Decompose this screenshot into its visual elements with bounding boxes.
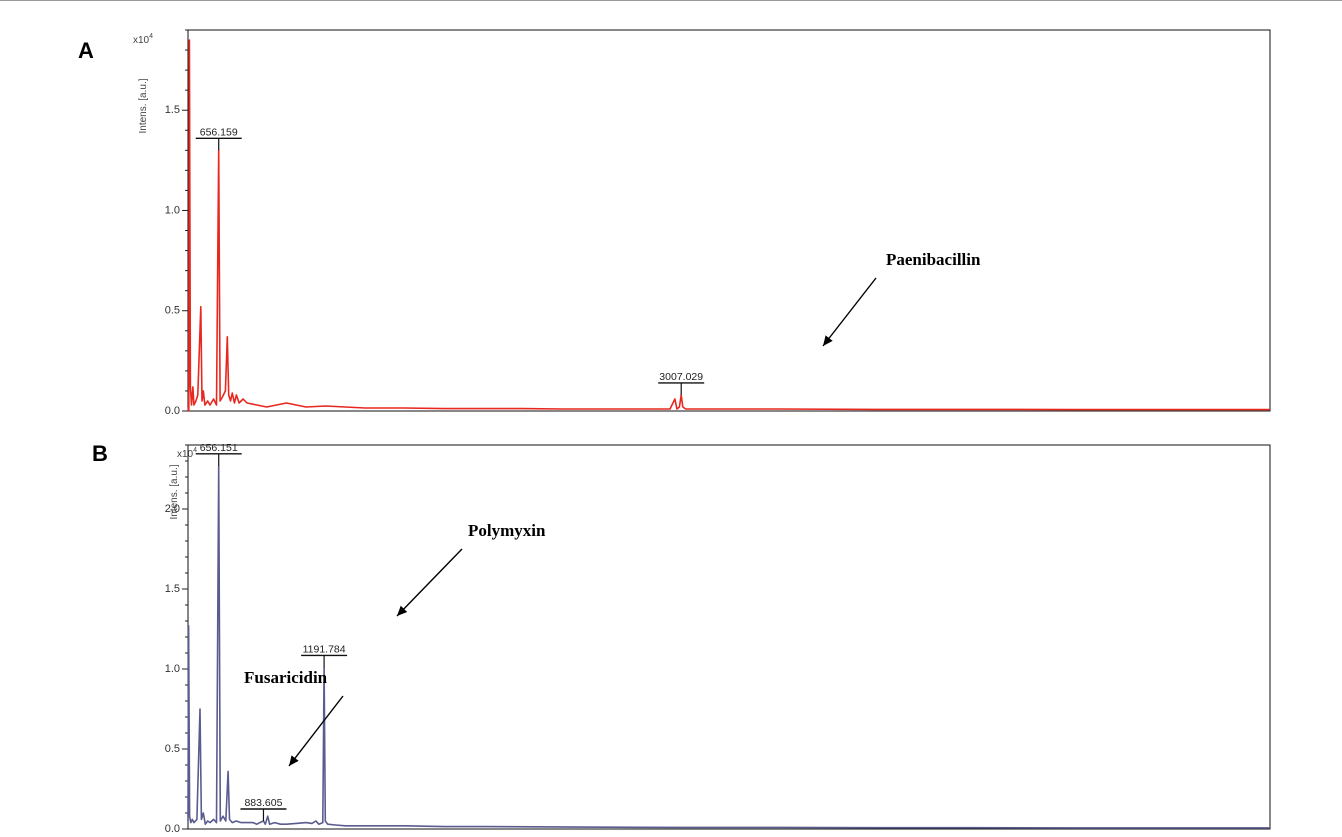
spectrum-line: [187, 39, 1270, 412]
panel-label-b: B: [92, 441, 108, 466]
y-multiplier-b: x104: [177, 447, 197, 460]
panel-label-a: A: [78, 38, 94, 63]
svg-text:Paenibacillin: Paenibacillin: [886, 250, 981, 269]
peak-label: 656.159: [195, 126, 242, 151]
y-tick-label: 0.5: [165, 743, 180, 755]
annotation-polymyxin: Polymyxin: [396, 521, 546, 617]
y-tick-label: 1.0: [165, 204, 180, 216]
svg-text:656.159: 656.159: [200, 126, 238, 138]
y-tick-label: 1.0: [165, 663, 180, 675]
plot-frame: [187, 29, 1271, 412]
annotation-fusaricidin: Fusaricidin: [244, 668, 344, 767]
svg-text:Polymyxin: Polymyxin: [468, 521, 546, 540]
annotation-paenibacillin: Paenibacillin: [822, 250, 981, 347]
svg-text:656.151: 656.151: [200, 442, 238, 454]
y-tick-label: 0.0: [165, 823, 180, 835]
panel-b: B x104 Intens. [a.u.] 0.0 0.5 1.0 1.5 2.0 656…: [92, 441, 1271, 835]
plot-frame: [187, 444, 1271, 830]
y-multiplier-a: x104: [133, 33, 153, 46]
y-tick-label: 0.5: [165, 305, 180, 317]
spectrum-line: [187, 465, 1270, 829]
y-axis-label-a: Intens. [a.u.]: [138, 78, 149, 133]
y-axis-label-b: Intens. [a.u.]: [169, 464, 180, 519]
panel-a: A x104 Intens. [a.u.] 0.0 0.5 1.0 1.5 656.15…: [78, 29, 1271, 417]
svg-text:1191.784: 1191.784: [303, 643, 346, 655]
y-tick-label: 1.5: [165, 583, 180, 595]
y-tick-label: 2.0: [165, 503, 180, 515]
peak-label: 656.151: [195, 442, 242, 466]
svg-text:883.605: 883.605: [244, 797, 282, 809]
y-tick-label: 1.5: [165, 104, 180, 116]
peak-label: 1191.784: [301, 643, 348, 668]
svg-text:3007.029: 3007.029: [659, 371, 703, 383]
svg-text:Fusaricidin: Fusaricidin: [244, 668, 328, 687]
peak-label: 3007.029: [658, 371, 705, 395]
y-tick-label: 0.0: [165, 405, 180, 417]
peak-label: 883.605: [240, 797, 287, 821]
